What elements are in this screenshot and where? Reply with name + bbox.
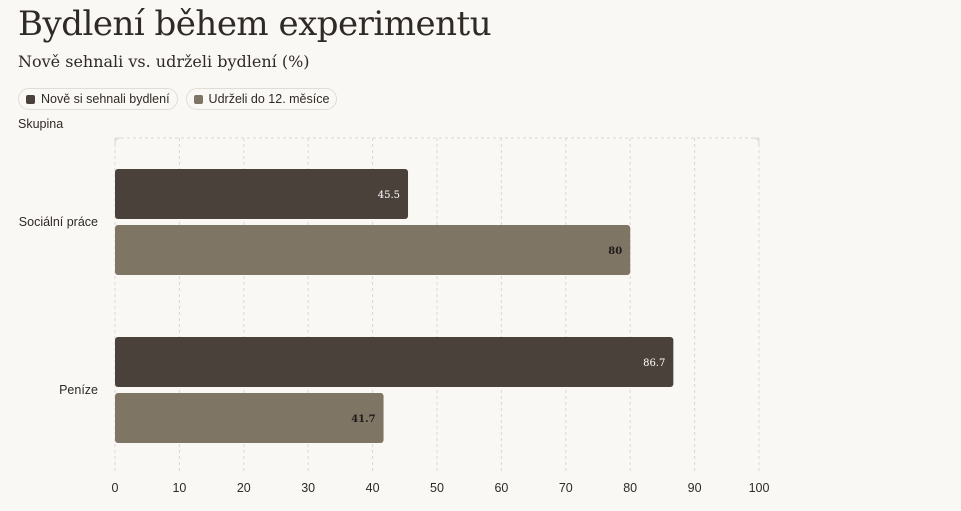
bar-0-1[interactable]	[115, 225, 631, 275]
bar-label-1-1: 41.7	[351, 414, 375, 425]
chart-subtitle: Nově sehnali vs. udrželi bydlení (%)	[18, 52, 310, 71]
bar-label-0-1: 80	[608, 246, 622, 257]
plot-corner-left	[114, 137, 122, 145]
legend-label-new-housing: Nově si sehnali bydlení	[41, 92, 170, 106]
x-tick-label-50: 50	[430, 481, 444, 495]
x-tick-label-20: 20	[237, 481, 251, 495]
chart-title: Bydlení během experimentu	[18, 4, 492, 44]
bar-0-0[interactable]	[115, 169, 409, 219]
bar-label-1-0: 86.7	[643, 358, 665, 369]
legend-swatch-kept-housing	[193, 94, 203, 104]
legend-item-new-housing[interactable]: Nově si sehnali bydlení	[18, 88, 178, 110]
y-axis-title: Skupina	[18, 117, 64, 131]
x-tick-label-10: 10	[172, 481, 186, 495]
x-tick-label-90: 90	[688, 481, 702, 495]
x-tick-label-60: 60	[494, 481, 508, 495]
legend: Nově si sehnali bydlení Udrželi do 12. m…	[18, 88, 338, 110]
x-tick-label-80: 80	[623, 481, 637, 495]
plot-corner-right	[752, 137, 760, 145]
x-tick-label-30: 30	[301, 481, 315, 495]
category-label-1: Peníze	[59, 383, 98, 397]
x-tick-label-100: 100	[749, 481, 770, 495]
legend-label-kept-housing: Udrželi do 12. měsíce	[208, 92, 330, 106]
x-tick-label-0: 0	[112, 481, 119, 495]
bar-1-0[interactable]	[115, 337, 674, 387]
legend-item-kept-housing[interactable]: Udrželi do 12. měsíce	[185, 88, 338, 110]
legend-swatch-new-housing	[26, 94, 35, 104]
bar-1-1[interactable]	[115, 393, 384, 443]
category-label-0: Sociální práce	[19, 215, 98, 229]
x-tick-label-40: 40	[366, 481, 380, 495]
x-tick-label-70: 70	[559, 481, 573, 495]
bar-label-0-0: 45.5	[378, 190, 400, 201]
